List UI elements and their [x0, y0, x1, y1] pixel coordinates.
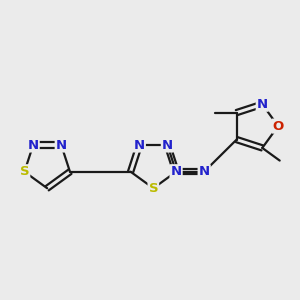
Text: S: S	[148, 182, 158, 195]
Text: N: N	[134, 139, 145, 152]
Text: N: N	[162, 139, 173, 152]
Text: N: N	[170, 165, 182, 178]
Text: N: N	[257, 98, 268, 111]
Text: S: S	[20, 165, 29, 178]
Text: N: N	[56, 139, 67, 152]
Text: N: N	[28, 139, 39, 152]
Text: O: O	[272, 120, 284, 133]
Text: N: N	[199, 165, 210, 178]
